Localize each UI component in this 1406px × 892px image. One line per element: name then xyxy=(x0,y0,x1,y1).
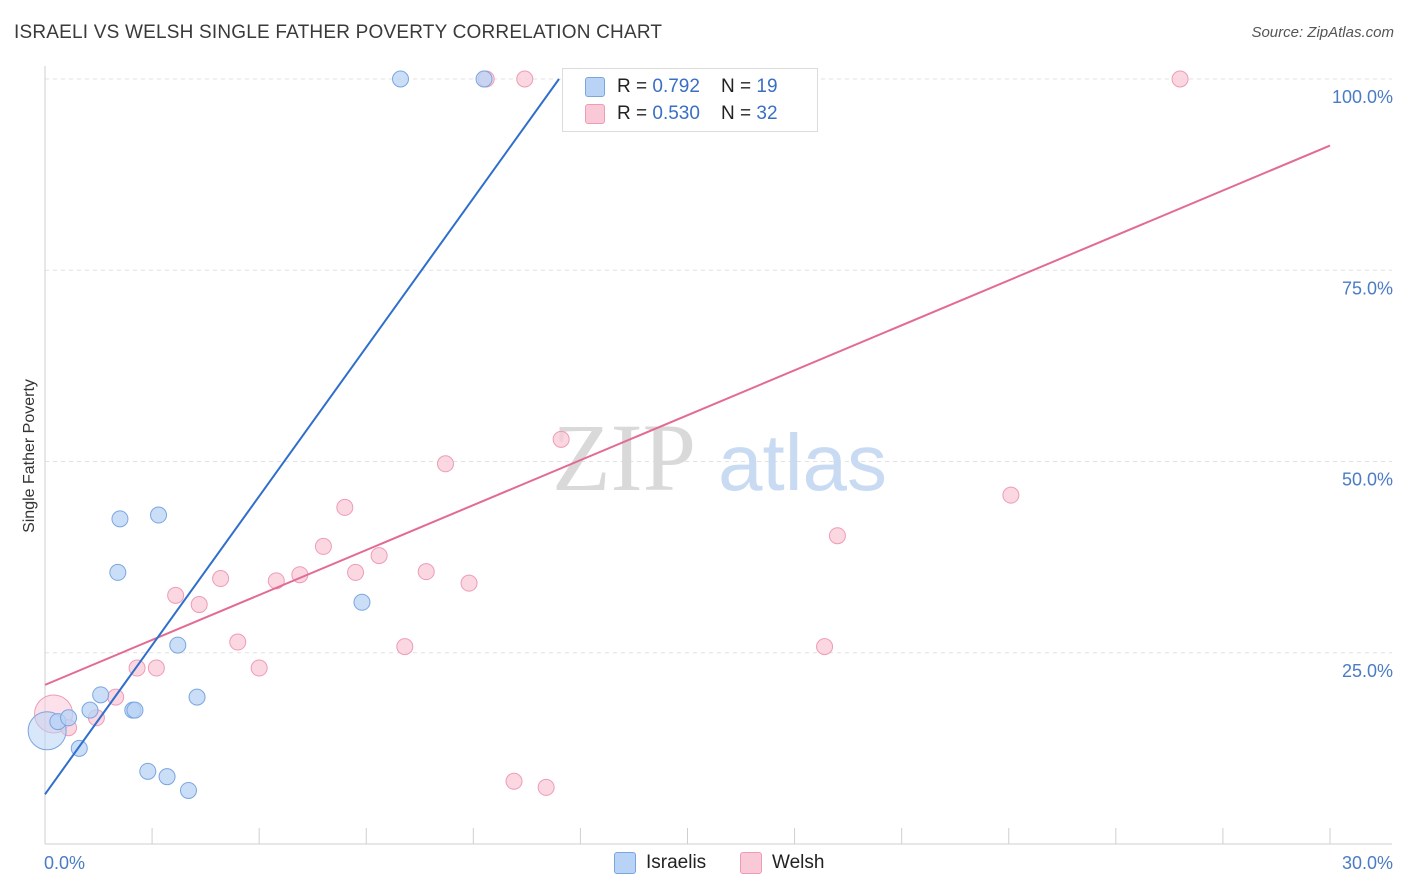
data-point-israelis xyxy=(475,70,493,88)
legend-label-israelis: Israelis xyxy=(646,852,707,873)
data-point-welsh xyxy=(336,498,354,516)
correlation-legend: R = 0.792 N = 19 R = 0.530 N = 32 xyxy=(562,68,818,132)
legend-r-label: R = xyxy=(617,103,653,124)
legend-n-label: N = xyxy=(721,76,757,97)
data-point-israelis xyxy=(169,636,187,654)
chart-title: ISRAELI VS WELSH SINGLE FATHER POVERTY C… xyxy=(14,22,663,43)
data-point-israelis xyxy=(139,762,157,780)
data-point-welsh xyxy=(505,772,523,790)
legend-n-value: 19 xyxy=(756,76,778,97)
data-point-israelis xyxy=(126,701,144,719)
data-point-israelis xyxy=(109,563,127,581)
grid-lines xyxy=(45,78,1392,654)
data-point-welsh xyxy=(828,527,846,545)
y-tick-label: 100.0% xyxy=(1332,87,1393,107)
legend-r-value: 0.792 xyxy=(652,76,700,97)
data-point-welsh xyxy=(396,638,414,656)
data-point-welsh xyxy=(347,563,365,581)
data-point-welsh xyxy=(516,70,534,88)
x-tick-label: 30.0% xyxy=(1342,853,1393,873)
legend-item-welsh[interactable]: Welsh xyxy=(740,852,824,874)
israelis-legend-swatch xyxy=(614,852,636,874)
israelis-points xyxy=(27,70,493,799)
data-point-welsh xyxy=(436,455,454,473)
y-tick-label: 75.0% xyxy=(1342,278,1393,298)
data-point-israelis xyxy=(179,781,197,799)
y-tick-label: 25.0% xyxy=(1342,661,1393,681)
data-point-israelis xyxy=(158,768,176,786)
data-point-israelis xyxy=(92,686,110,704)
data-point-welsh xyxy=(229,633,247,651)
data-point-welsh xyxy=(1002,486,1020,504)
data-point-welsh xyxy=(250,659,268,677)
welsh-legend-swatch xyxy=(740,852,762,874)
data-point-welsh xyxy=(417,563,435,581)
legend-label-welsh: Welsh xyxy=(772,852,825,873)
x-tick-label: 0.0% xyxy=(44,853,85,873)
data-point-welsh xyxy=(147,659,165,677)
data-point-israelis xyxy=(353,593,371,611)
legend-r-label: R = xyxy=(617,76,653,97)
legend-r-value: 0.530 xyxy=(652,103,700,124)
data-point-welsh xyxy=(460,574,478,592)
trend-lines xyxy=(44,78,1331,795)
data-point-welsh xyxy=(1171,70,1189,88)
watermark-atlas: atlas xyxy=(718,418,887,507)
data-point-welsh xyxy=(212,570,230,588)
data-point-welsh xyxy=(190,596,208,614)
data-point-welsh xyxy=(370,547,388,565)
legend-n-value: 32 xyxy=(756,103,778,124)
data-point-israelis xyxy=(81,701,99,719)
data-point-israelis xyxy=(150,506,168,524)
tick-labels: 25.0% 50.0% 75.0% 100.0% 0.0% 30.0% xyxy=(44,87,1393,873)
data-point-israelis xyxy=(60,709,78,727)
legend-item-israelis[interactable]: Israelis xyxy=(614,852,706,874)
data-point-welsh xyxy=(314,537,332,555)
trend-line-welsh xyxy=(44,144,1331,686)
y-axis-title: Single Father Poverty xyxy=(21,379,38,533)
data-point-israelis xyxy=(392,70,410,88)
data-point-israelis xyxy=(111,510,129,528)
welsh-swatch xyxy=(585,104,605,124)
legend-n-label: N = xyxy=(721,103,757,124)
source-label: Source: ZipAtlas.com xyxy=(1251,24,1394,41)
series-legend: Israelis Welsh xyxy=(0,852,1406,878)
data-point-welsh xyxy=(816,638,834,656)
y-tick-label: 50.0% xyxy=(1342,470,1393,490)
welsh-points xyxy=(34,70,1189,796)
data-point-israelis xyxy=(188,688,206,706)
data-point-welsh xyxy=(167,586,185,604)
trend-line-israelis xyxy=(44,78,560,795)
data-point-welsh xyxy=(537,778,555,796)
data-point-welsh xyxy=(552,430,570,448)
watermark: ZIP atlas xyxy=(552,404,887,511)
israelis-swatch xyxy=(585,77,605,97)
